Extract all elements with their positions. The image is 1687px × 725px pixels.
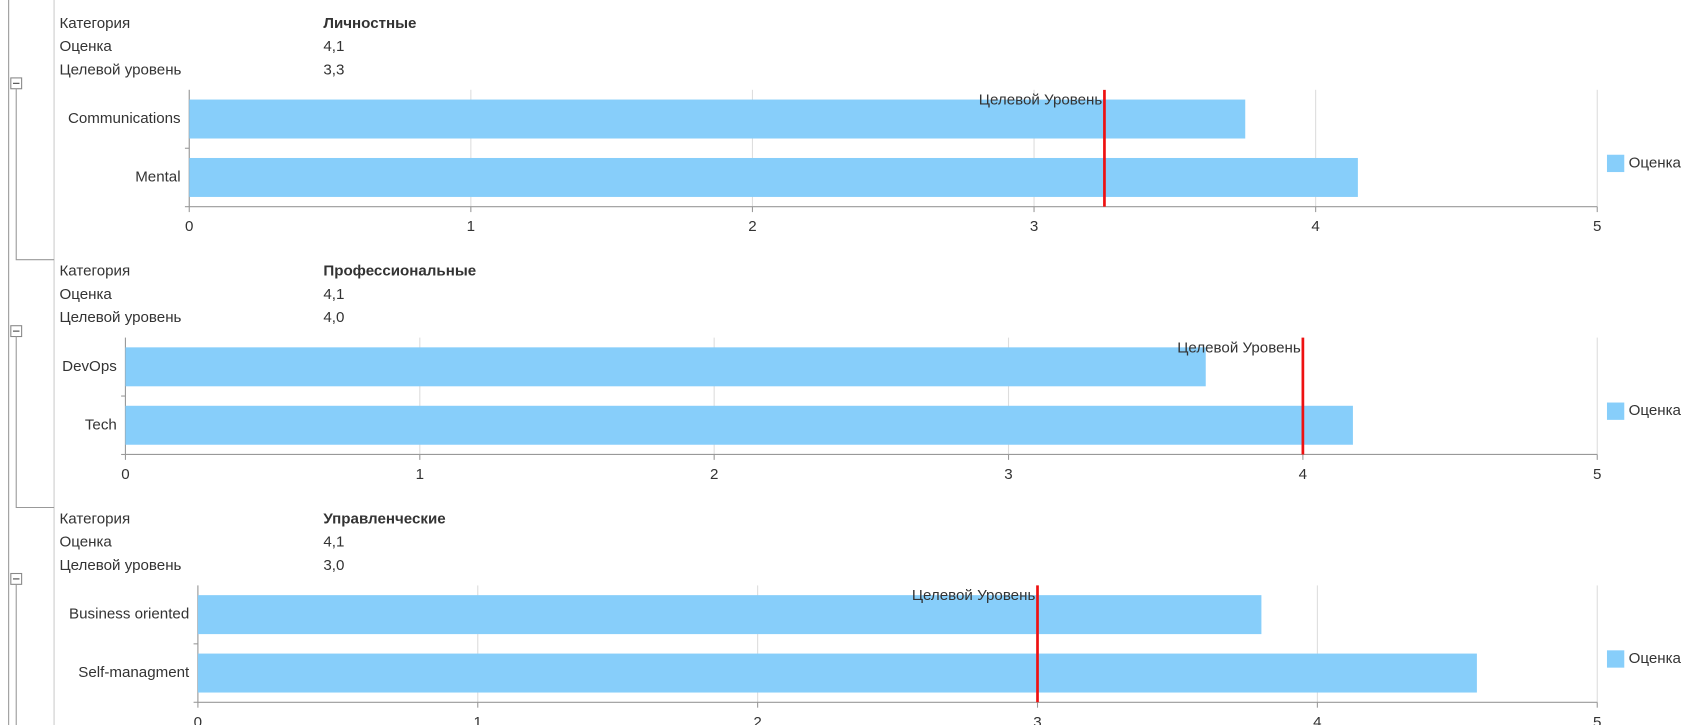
field-value: 3,3 xyxy=(323,61,344,78)
bar xyxy=(197,653,1477,693)
x-tick-label: 2 xyxy=(710,466,718,483)
legend-label: Оценка xyxy=(1629,154,1682,171)
target-label: Целевой Уровень xyxy=(912,587,1036,604)
x-tick-label: 5 xyxy=(1593,218,1601,235)
field-value: 4,1 xyxy=(323,286,344,303)
field-value: Профессиональные xyxy=(323,263,476,280)
tree-branch xyxy=(15,584,17,725)
x-tick-label: 1 xyxy=(474,714,482,725)
legend-label: Оценка xyxy=(1629,402,1682,419)
field-value: 4,1 xyxy=(323,534,344,551)
x-tick-label: 0 xyxy=(194,714,202,725)
x-tick-label: 1 xyxy=(416,466,424,483)
field-label: Оценка xyxy=(59,534,112,551)
x-tick-label: 2 xyxy=(753,714,761,725)
field-label: Оценка xyxy=(59,38,112,55)
x-tick-label: 3 xyxy=(1004,466,1012,483)
bar xyxy=(197,595,1262,635)
field-value: 4,0 xyxy=(323,309,344,326)
field-label: Целевой уровень xyxy=(59,309,181,326)
legend-label: Оценка xyxy=(1629,650,1682,667)
legend-swatch xyxy=(1606,650,1625,668)
field-value: 4,1 xyxy=(323,38,344,55)
y-tick-label: Business oriented xyxy=(69,606,189,623)
x-tick-label: 3 xyxy=(1030,218,1038,235)
x-tick-label: 0 xyxy=(121,466,129,483)
field-value: Личностные xyxy=(323,15,416,32)
bar xyxy=(125,347,1206,387)
field-value: Управленческие xyxy=(323,510,445,527)
field-label: Целевой уровень xyxy=(59,61,181,78)
tree-branch xyxy=(15,336,55,509)
y-tick-label: Mental xyxy=(135,168,180,185)
x-tick-label: 5 xyxy=(1593,466,1601,483)
target-label: Целевой Уровень xyxy=(979,92,1103,109)
x-tick-label: 1 xyxy=(467,218,475,235)
y-tick-label: DevOps xyxy=(62,358,117,375)
field-label: Категория xyxy=(59,263,130,280)
x-tick-label: 0 xyxy=(185,218,193,235)
bar xyxy=(125,405,1353,445)
field-label: Оценка xyxy=(59,286,112,303)
bar xyxy=(189,99,1246,139)
x-tick-label: 4 xyxy=(1313,714,1321,725)
x-tick-label: 5 xyxy=(1593,714,1601,725)
legend-swatch xyxy=(1606,402,1625,420)
x-tick-label: 2 xyxy=(748,218,756,235)
field-label: Категория xyxy=(59,15,130,32)
field-label: Категория xyxy=(59,510,130,527)
field-value: 3,0 xyxy=(323,557,344,574)
tree-branch xyxy=(15,88,55,261)
x-tick-label: 3 xyxy=(1033,714,1041,725)
field-label: Целевой уровень xyxy=(59,557,181,574)
x-tick-label: 4 xyxy=(1299,466,1307,483)
legend-swatch xyxy=(1606,154,1625,173)
y-tick-label: Self-managment xyxy=(78,664,190,681)
y-tick-label: Tech xyxy=(85,416,117,433)
target-label: Целевой Уровень xyxy=(1177,339,1301,356)
bar xyxy=(189,157,1358,197)
x-tick-label: 4 xyxy=(1311,218,1319,235)
y-tick-label: Communications xyxy=(68,110,181,127)
